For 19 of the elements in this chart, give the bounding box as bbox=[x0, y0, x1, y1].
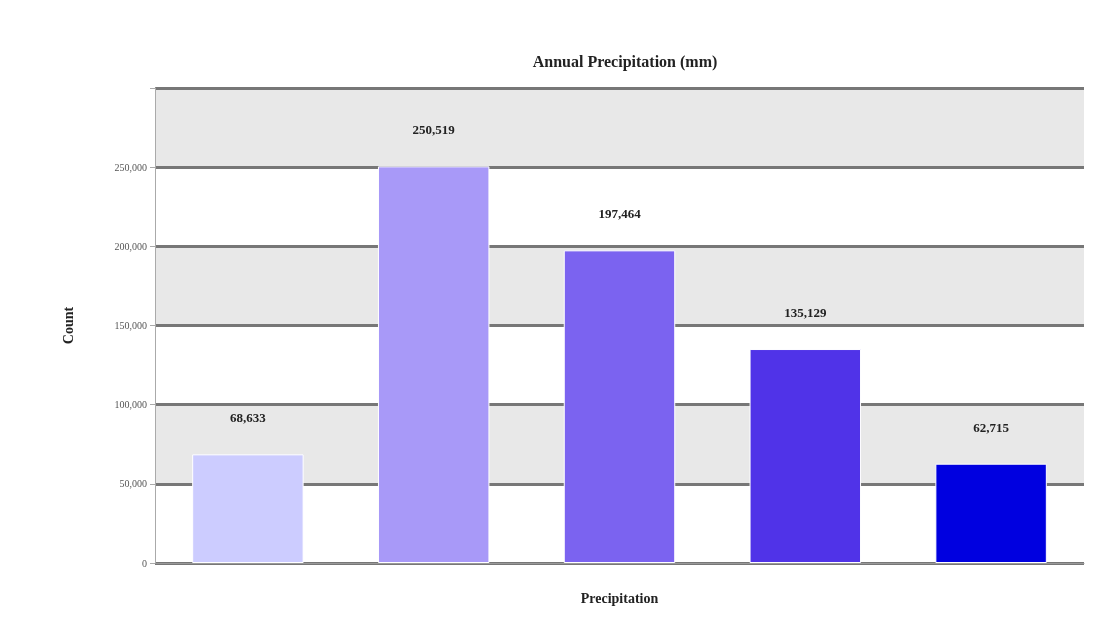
bar bbox=[377, 166, 490, 563]
data-label: 62,715 bbox=[973, 419, 1010, 435]
data-label: 135,129 bbox=[784, 305, 827, 321]
bar bbox=[563, 250, 676, 563]
y-tick-label: 0 bbox=[142, 557, 147, 569]
bar bbox=[192, 454, 304, 563]
data-label: 68,633 bbox=[230, 410, 267, 426]
y-tick-label: 100,000 bbox=[114, 399, 147, 411]
bar bbox=[749, 349, 862, 563]
y-tick-label: 200,000 bbox=[114, 240, 147, 252]
y-axis-title: Count bbox=[60, 306, 76, 345]
data-label: 197,464 bbox=[598, 206, 642, 222]
bar bbox=[935, 463, 1047, 563]
y-tick-label: 250,000 bbox=[114, 161, 147, 173]
data-label: 250,519 bbox=[412, 122, 456, 138]
chart-title: Annual Precipitation (mm) bbox=[532, 52, 718, 71]
y-tick-label: 150,000 bbox=[114, 320, 147, 331]
y-tick-label: 50,000 bbox=[119, 478, 147, 490]
x-axis-title: Precipitation bbox=[580, 590, 659, 606]
